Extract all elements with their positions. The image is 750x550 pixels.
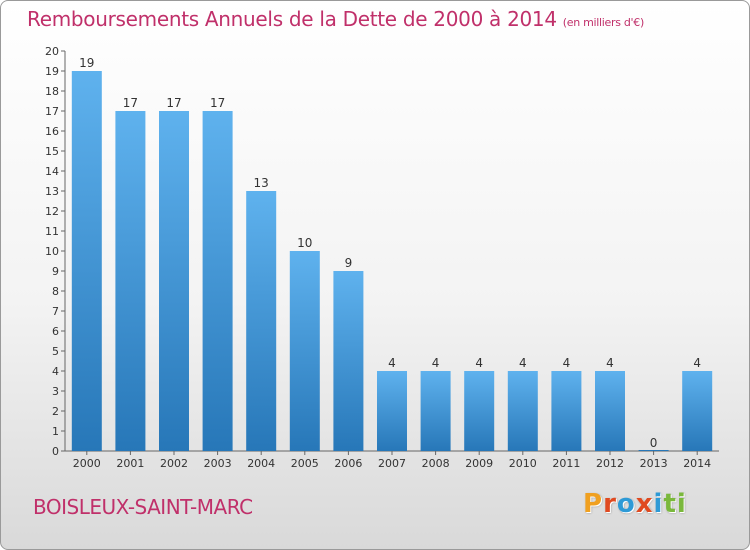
x-tick-label: 2007 bbox=[378, 457, 406, 470]
x-tick-label: 2000 bbox=[73, 457, 101, 470]
data-label: 9 bbox=[345, 256, 353, 270]
bar bbox=[464, 371, 495, 451]
y-tick-label: 5 bbox=[52, 345, 59, 358]
y-tick-label: 9 bbox=[52, 265, 59, 278]
y-tick-label: 17 bbox=[45, 105, 59, 118]
logo-letter: t bbox=[663, 489, 677, 519]
y-tick-label: 13 bbox=[45, 185, 59, 198]
x-tick-label: 2014 bbox=[683, 457, 711, 470]
data-label: 10 bbox=[297, 236, 312, 250]
x-tick-label: 2009 bbox=[465, 457, 493, 470]
x-tick-label: 2013 bbox=[640, 457, 668, 470]
y-tick-label: 4 bbox=[52, 365, 59, 378]
y-tick-label: 19 bbox=[45, 65, 59, 78]
x-tick-label: 2006 bbox=[334, 457, 362, 470]
bar bbox=[507, 371, 538, 451]
bar bbox=[333, 271, 364, 451]
logo-letter: o bbox=[616, 489, 636, 519]
x-tick-label: 2008 bbox=[422, 457, 450, 470]
data-label: 4 bbox=[519, 356, 527, 370]
bar bbox=[115, 111, 146, 451]
data-label: 19 bbox=[79, 56, 94, 70]
x-tick-label: 2012 bbox=[596, 457, 624, 470]
data-label: 17 bbox=[123, 96, 138, 110]
logo-letter: i bbox=[676, 489, 687, 519]
x-tick-label: 2005 bbox=[291, 457, 319, 470]
data-label: 4 bbox=[606, 356, 614, 370]
bar bbox=[202, 111, 233, 451]
x-tick-label: 2004 bbox=[247, 457, 275, 470]
x-tick-label: 2010 bbox=[509, 457, 537, 470]
y-tick-label: 15 bbox=[45, 145, 59, 158]
logo-letter: x bbox=[635, 489, 654, 519]
y-tick-label: 14 bbox=[45, 165, 59, 178]
bar bbox=[377, 371, 407, 451]
data-label: 4 bbox=[693, 356, 701, 370]
data-label: 4 bbox=[475, 356, 483, 370]
data-label: 4 bbox=[388, 356, 396, 370]
y-tick-label: 10 bbox=[45, 245, 59, 258]
data-label: 0 bbox=[650, 436, 658, 450]
y-tick-label: 7 bbox=[52, 305, 59, 318]
bar bbox=[682, 371, 713, 451]
bar bbox=[246, 191, 277, 451]
x-tick-label: 2011 bbox=[552, 457, 580, 470]
bar bbox=[71, 71, 102, 451]
unit-label: (en milliers d'€) bbox=[562, 16, 644, 29]
y-tick-label: 3 bbox=[52, 385, 59, 398]
logo-letter: i bbox=[653, 489, 664, 519]
data-label: 17 bbox=[210, 96, 225, 110]
y-tick-label: 8 bbox=[52, 285, 59, 298]
title-text: Remboursements Annuels de la Dette de 20… bbox=[27, 7, 557, 31]
bar bbox=[159, 111, 189, 451]
bar bbox=[289, 251, 320, 451]
place-name: BOISLEUX-SAINT-MARC bbox=[33, 495, 253, 519]
x-tick-label: 2001 bbox=[116, 457, 144, 470]
y-tick-label: 6 bbox=[52, 325, 59, 338]
logo-letter: r bbox=[603, 489, 617, 519]
y-tick-label: 12 bbox=[45, 205, 59, 218]
data-label: 4 bbox=[432, 356, 440, 370]
y-tick-label: 0 bbox=[52, 445, 59, 458]
x-tick-label: 2003 bbox=[204, 457, 232, 470]
y-tick-label: 1 bbox=[52, 425, 59, 438]
chart-title: Remboursements Annuels de la Dette de 20… bbox=[27, 7, 644, 31]
data-label: 13 bbox=[254, 176, 269, 190]
logo-letter: P bbox=[583, 489, 604, 519]
y-tick-label: 11 bbox=[45, 225, 59, 238]
bars: 19 17 17 17 13 10 9 4 4 4 4 4 4 0 4 bbox=[71, 56, 713, 451]
x-tick-label: 2002 bbox=[160, 457, 188, 470]
y-tick-label: 2 bbox=[52, 405, 59, 418]
proxiti-logo: Proxiti bbox=[583, 489, 687, 519]
data-label: 4 bbox=[563, 356, 571, 370]
bar bbox=[551, 371, 582, 451]
bar bbox=[420, 371, 451, 451]
y-tick-label: 16 bbox=[45, 125, 59, 138]
y-tick-label: 18 bbox=[45, 85, 59, 98]
y-tick-label: 20 bbox=[45, 45, 59, 58]
bar bbox=[595, 371, 625, 451]
data-label: 17 bbox=[166, 96, 181, 110]
